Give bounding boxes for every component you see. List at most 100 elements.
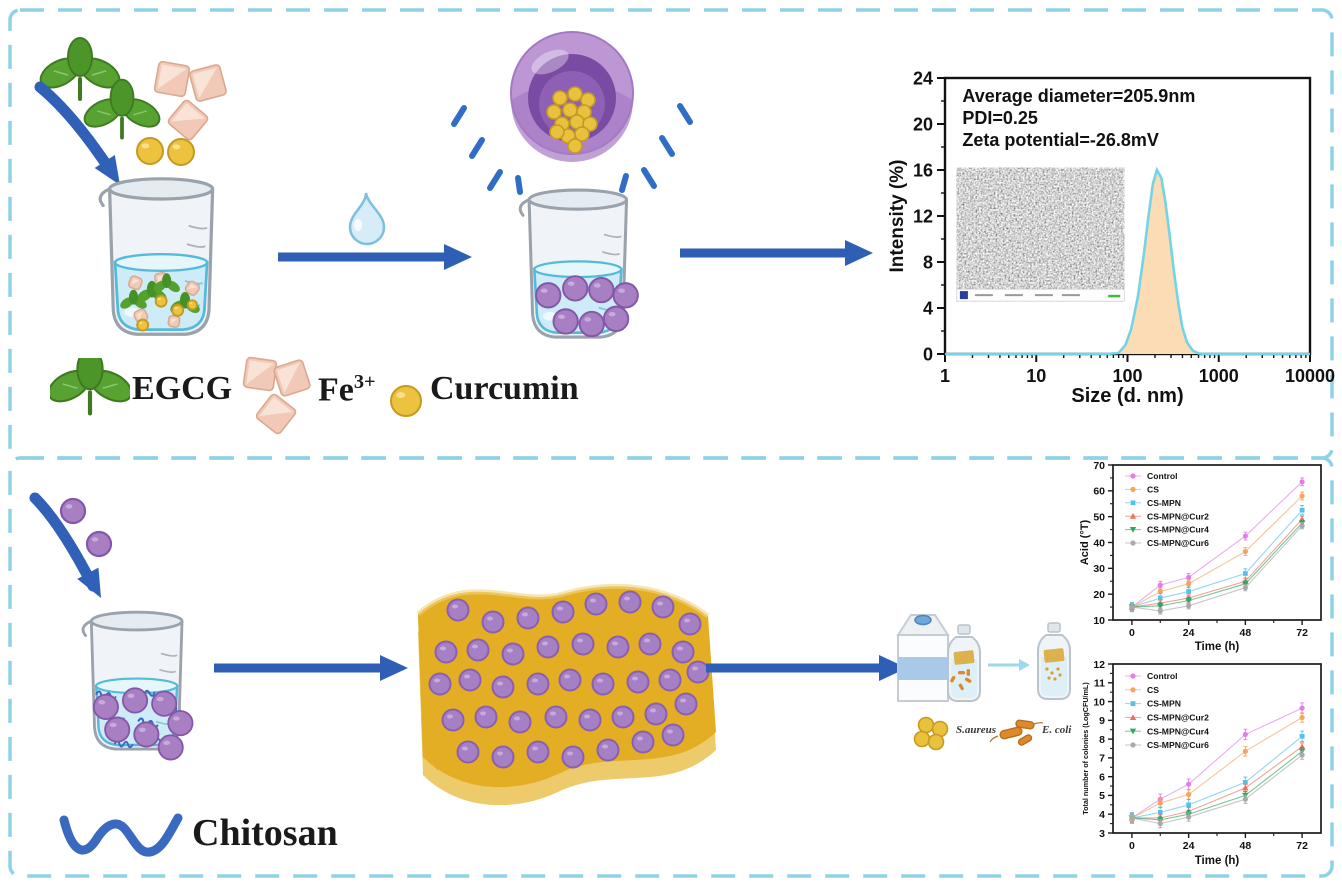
- svg-text:60: 60: [1093, 486, 1105, 498]
- svg-text:11: 11: [1094, 678, 1105, 690]
- svg-text:Total number of colonies (LogC: Total number of colonies (LogCFU/mL): [1081, 682, 1090, 815]
- fe-label-superscript: 3+: [353, 371, 376, 393]
- fe-cube-icon: [242, 356, 278, 392]
- application-arrow: [706, 655, 907, 681]
- fe-cubes-icon: [242, 356, 311, 435]
- svg-text:Size (d. nm): Size (d. nm): [1071, 385, 1183, 407]
- svg-text:70: 70: [1093, 460, 1105, 472]
- fe-cube-icon: [273, 359, 311, 397]
- svg-text:Acid (°T): Acid (°T): [1079, 519, 1091, 565]
- svg-text:0: 0: [923, 345, 933, 365]
- fe-cube-icon: [255, 393, 297, 435]
- curcumin-sphere-icon: [136, 318, 150, 332]
- milk-bottle-icon: [947, 624, 981, 702]
- svg-text:8: 8: [1099, 734, 1105, 746]
- svg-text:30: 30: [1093, 563, 1105, 575]
- water-droplet-icon: [348, 192, 386, 246]
- projection-dash-icon: [677, 103, 693, 125]
- nanoparticle-icon: [151, 690, 178, 717]
- colonies-line-chart: 0 24 48 72 3 4 5 6 7 8 9 10 11 12 Time (h) Total number…: [1081, 659, 1322, 867]
- svg-text:5: 5: [1099, 790, 1105, 802]
- nanoparticle-icon: [588, 276, 615, 304]
- nanoparticle-beaker-scene: [451, 31, 693, 339]
- svg-text:Time (h): Time (h): [1195, 641, 1240, 653]
- chitosan-label: Chitosan: [192, 812, 338, 854]
- svg-text:7: 7: [1099, 753, 1105, 765]
- nanoparticle-icon: [133, 721, 160, 748]
- curcumin-sphere-icon: [136, 137, 164, 165]
- svg-text:6: 6: [1099, 771, 1105, 783]
- beaker-icon: [98, 177, 215, 336]
- svg-text:10: 10: [1093, 696, 1105, 708]
- svg-text:12: 12: [913, 207, 933, 227]
- svg-text:CS-MPN@Cur4: CS-MPN@Cur4: [1147, 726, 1209, 736]
- nanoparticle-icon: [562, 275, 589, 302]
- nanoparticle-icon: [612, 282, 639, 309]
- egcg-leaf-icon: [83, 78, 161, 140]
- acidity-line-chart: 0 24 48 72 10 20 30 40 50 60 70 Time (h) Acid (°T) Co…: [1079, 460, 1322, 653]
- svg-text:10: 10: [1026, 366, 1046, 386]
- projection-dash-icon: [487, 169, 503, 191]
- svg-text:Time (h): Time (h): [1195, 855, 1240, 867]
- characterization-arrow: [680, 240, 873, 266]
- svg-text:CS-MPN: CS-MPN: [1147, 699, 1181, 709]
- egcg-label: EGCG: [132, 370, 233, 407]
- svg-text:24: 24: [913, 69, 933, 89]
- fe-cube-icon: [167, 99, 209, 141]
- nanoparticle-icon: [92, 693, 119, 720]
- svg-text:CS-MPN@Cur4: CS-MPN@Cur4: [1147, 525, 1209, 535]
- svg-text:CS-MPN: CS-MPN: [1147, 498, 1181, 508]
- film-casting-arrow: [214, 655, 408, 681]
- ingredients-mixing-beaker-scene: [34, 37, 227, 336]
- svg-text:16: 16: [913, 161, 933, 181]
- svg-text:20: 20: [913, 115, 933, 135]
- fe-label: Fe3+: [318, 372, 376, 407]
- reaction-arrow-with-droplet: [278, 192, 472, 270]
- svg-text:20: 20: [1093, 589, 1105, 601]
- egcg-leaf-icon: [39, 37, 121, 101]
- egcg-leaf-icon: [50, 358, 130, 416]
- svg-text:50: 50: [1093, 511, 1105, 523]
- svg-text:10: 10: [1093, 615, 1105, 627]
- nanoparticle-icon: [59, 497, 87, 525]
- nanoparticle-icon: [167, 710, 194, 737]
- svg-text:Control: Control: [1147, 471, 1178, 481]
- pour-arrow-icon: [34, 81, 120, 185]
- nanoparticle-icon: [104, 716, 131, 743]
- nanoparticle-icon: [535, 282, 562, 309]
- projection-dash-icon: [659, 135, 675, 157]
- curcumin-sphere-icon: [390, 385, 422, 417]
- process-arrow-icon: [278, 244, 472, 270]
- beaker-icon: [518, 188, 639, 339]
- nanoparticle-icon: [578, 310, 605, 338]
- svg-text:12: 12: [1093, 659, 1105, 671]
- svg-text:1: 1: [940, 366, 950, 386]
- nanoparticle-cutaway-icon: [510, 31, 634, 162]
- dls-size-distribution-chart: 1 10 100 1000 10000 0 4 8 12 16 20 24 Size (d. nm) In…: [887, 69, 1335, 408]
- svg-text:CS-MPN@Cur2: CS-MPN@Cur2: [1147, 511, 1209, 521]
- svg-text:72: 72: [1296, 627, 1308, 639]
- svg-text:48: 48: [1240, 627, 1252, 639]
- nanoparticle-icon: [552, 308, 579, 335]
- svg-text:Control: Control: [1147, 671, 1178, 681]
- fe-cube-icon: [127, 275, 143, 291]
- fe-cube-icon: [184, 280, 201, 296]
- svg-text:8: 8: [923, 253, 933, 273]
- beaker-icon: [81, 610, 194, 761]
- milk-preservation-scene: [896, 614, 1071, 751]
- svg-text:100: 100: [1112, 366, 1142, 386]
- svg-text:4: 4: [1099, 809, 1105, 821]
- curcumin-sphere-icon: [171, 303, 185, 317]
- curcumin-sphere-icon: [154, 294, 168, 308]
- nanoparticle-icon: [85, 530, 113, 558]
- svg-text:CS: CS: [1147, 685, 1159, 695]
- fe-cube-icon: [167, 314, 181, 328]
- fe-label-base: Fe: [318, 371, 354, 409]
- projection-dash-icon: [641, 167, 657, 189]
- process-arrow-icon: [680, 240, 873, 266]
- composite-film-icon: [416, 583, 716, 806]
- treatment-arrow-icon: [988, 659, 1030, 671]
- svg-text:CS-MPN@Cur2: CS-MPN@Cur2: [1147, 712, 1209, 722]
- svg-text:0: 0: [1129, 627, 1135, 639]
